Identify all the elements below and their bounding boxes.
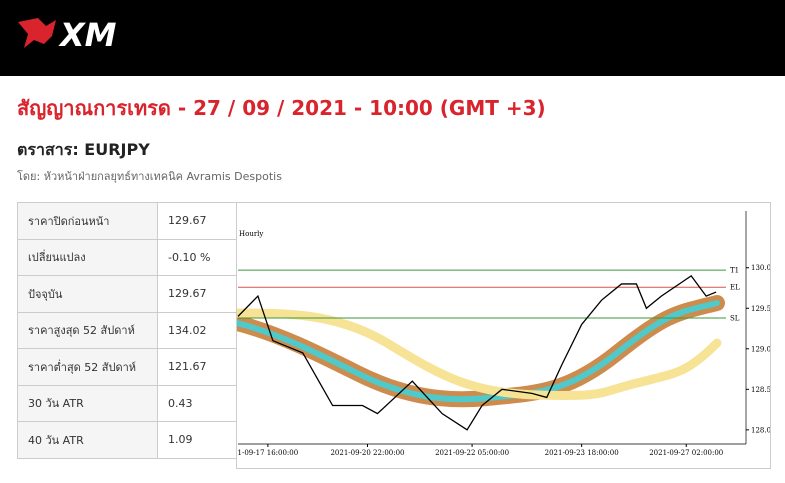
x-tick-label: 2021-09-23 18:00:00 [545,449,619,457]
value-cell: 121.67 [157,348,237,386]
author: โดย: หัวหน้าฝ่ายกลยุทธ์ทางเทคนิค Avramis… [17,170,282,183]
table-row: ราคาสูงสุด 52 สัปดาห์ 134.02 [17,311,237,349]
label-cell: ราคาสูงสุด 52 สัปดาห์ [17,311,158,349]
value-cell: 129.67 [157,275,237,313]
x-tick-label: 1-09-17 16:00:00 [238,449,299,457]
logo: XM [18,16,117,54]
label-cell: 30 วัน ATR [17,384,158,422]
y-tick-label: 128.00 [751,426,771,434]
y-tick-label: 130.00 [751,264,771,272]
table-row: ราคาปิดก่อนหน้า 129.67 [17,202,237,240]
chart: Hourly 128.00 128.50 129.00 129.50 130.00 1-09… [236,202,771,469]
level-label: SL [730,314,740,322]
y-tick-label: 128.50 [751,386,771,394]
value-cell: 0.43 [157,384,237,422]
title: สัญญาณการเทรด - 27 / 09 / 2021 - 10:00 (… [17,96,546,120]
label-cell: เปลี่ยนแปลง [17,238,158,276]
table-row: 30 วัน ATR 0.43 [17,384,237,422]
price-line [237,274,717,431]
value-cell: -0.10 % [157,238,237,276]
value-cell: 134.02 [157,311,237,349]
label-cell: ราคาต่ำสุด 52 สัปดาห์ [17,348,158,386]
x-tick-label: 2021-09-20 22:00:00 [330,449,404,457]
value-cell: 129.67 [157,202,237,240]
label-cell: 40 วัน ATR [17,421,158,459]
stats-table: ราคาปิดก่อนหน้า 129.67 เปลี่ยนแปลง -0.10 % ป… [17,202,237,459]
y-tick-label: 129.50 [751,305,771,313]
table-row: 40 วัน ATR 1.09 [17,421,237,459]
label-cell: ปัจจุบัน [17,275,158,313]
table-row: ปัจจุบัน 129.67 [17,275,237,313]
x-tick-label: 2021-09-27 02:00:00 [649,449,723,457]
instrument: ตราสาร: EURJPY [17,140,150,159]
value-cell: 1.09 [157,421,237,459]
table-row: ราคาต่ำสุด 52 สัปดาห์ 121.67 [17,348,237,386]
level-label: EL [730,284,740,292]
x-tick-label: 2021-09-22 05:00:00 [435,449,509,457]
y-tick-label: 129.00 [751,345,771,353]
level-label: T1 [730,267,739,275]
label-cell: ราคาปิดก่อนหน้า [17,202,158,240]
logo-text: XM [58,16,117,54]
header: XM [0,0,785,76]
table-row: เปลี่ยนแปลง -0.10 % [17,238,237,276]
chart-subtitle: Hourly [239,230,263,238]
